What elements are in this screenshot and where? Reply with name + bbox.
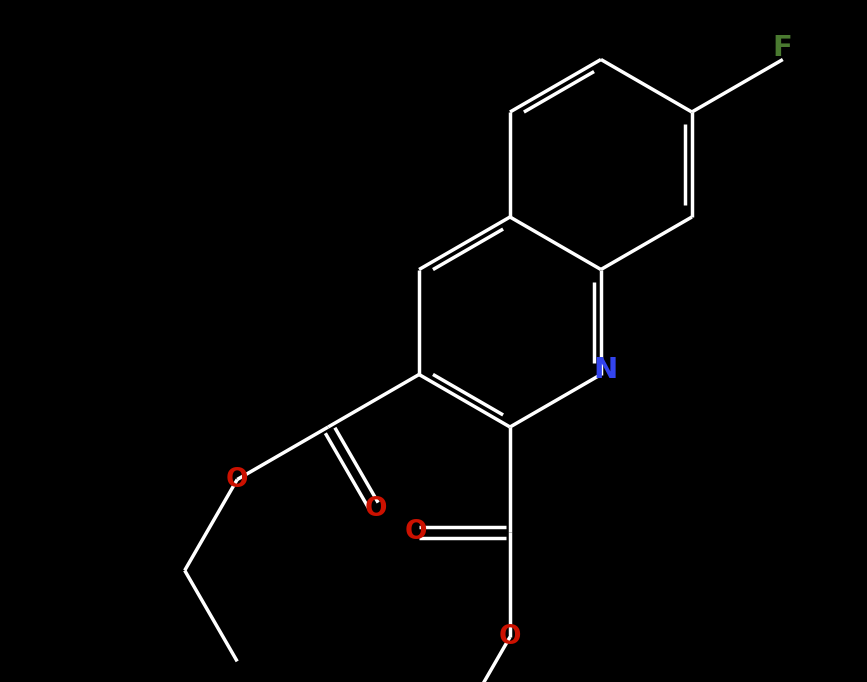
Text: N: N xyxy=(594,355,618,383)
Text: O: O xyxy=(226,466,249,492)
Text: O: O xyxy=(364,496,387,522)
Text: O: O xyxy=(499,624,521,650)
Text: O: O xyxy=(404,519,427,545)
Text: F: F xyxy=(772,33,792,61)
